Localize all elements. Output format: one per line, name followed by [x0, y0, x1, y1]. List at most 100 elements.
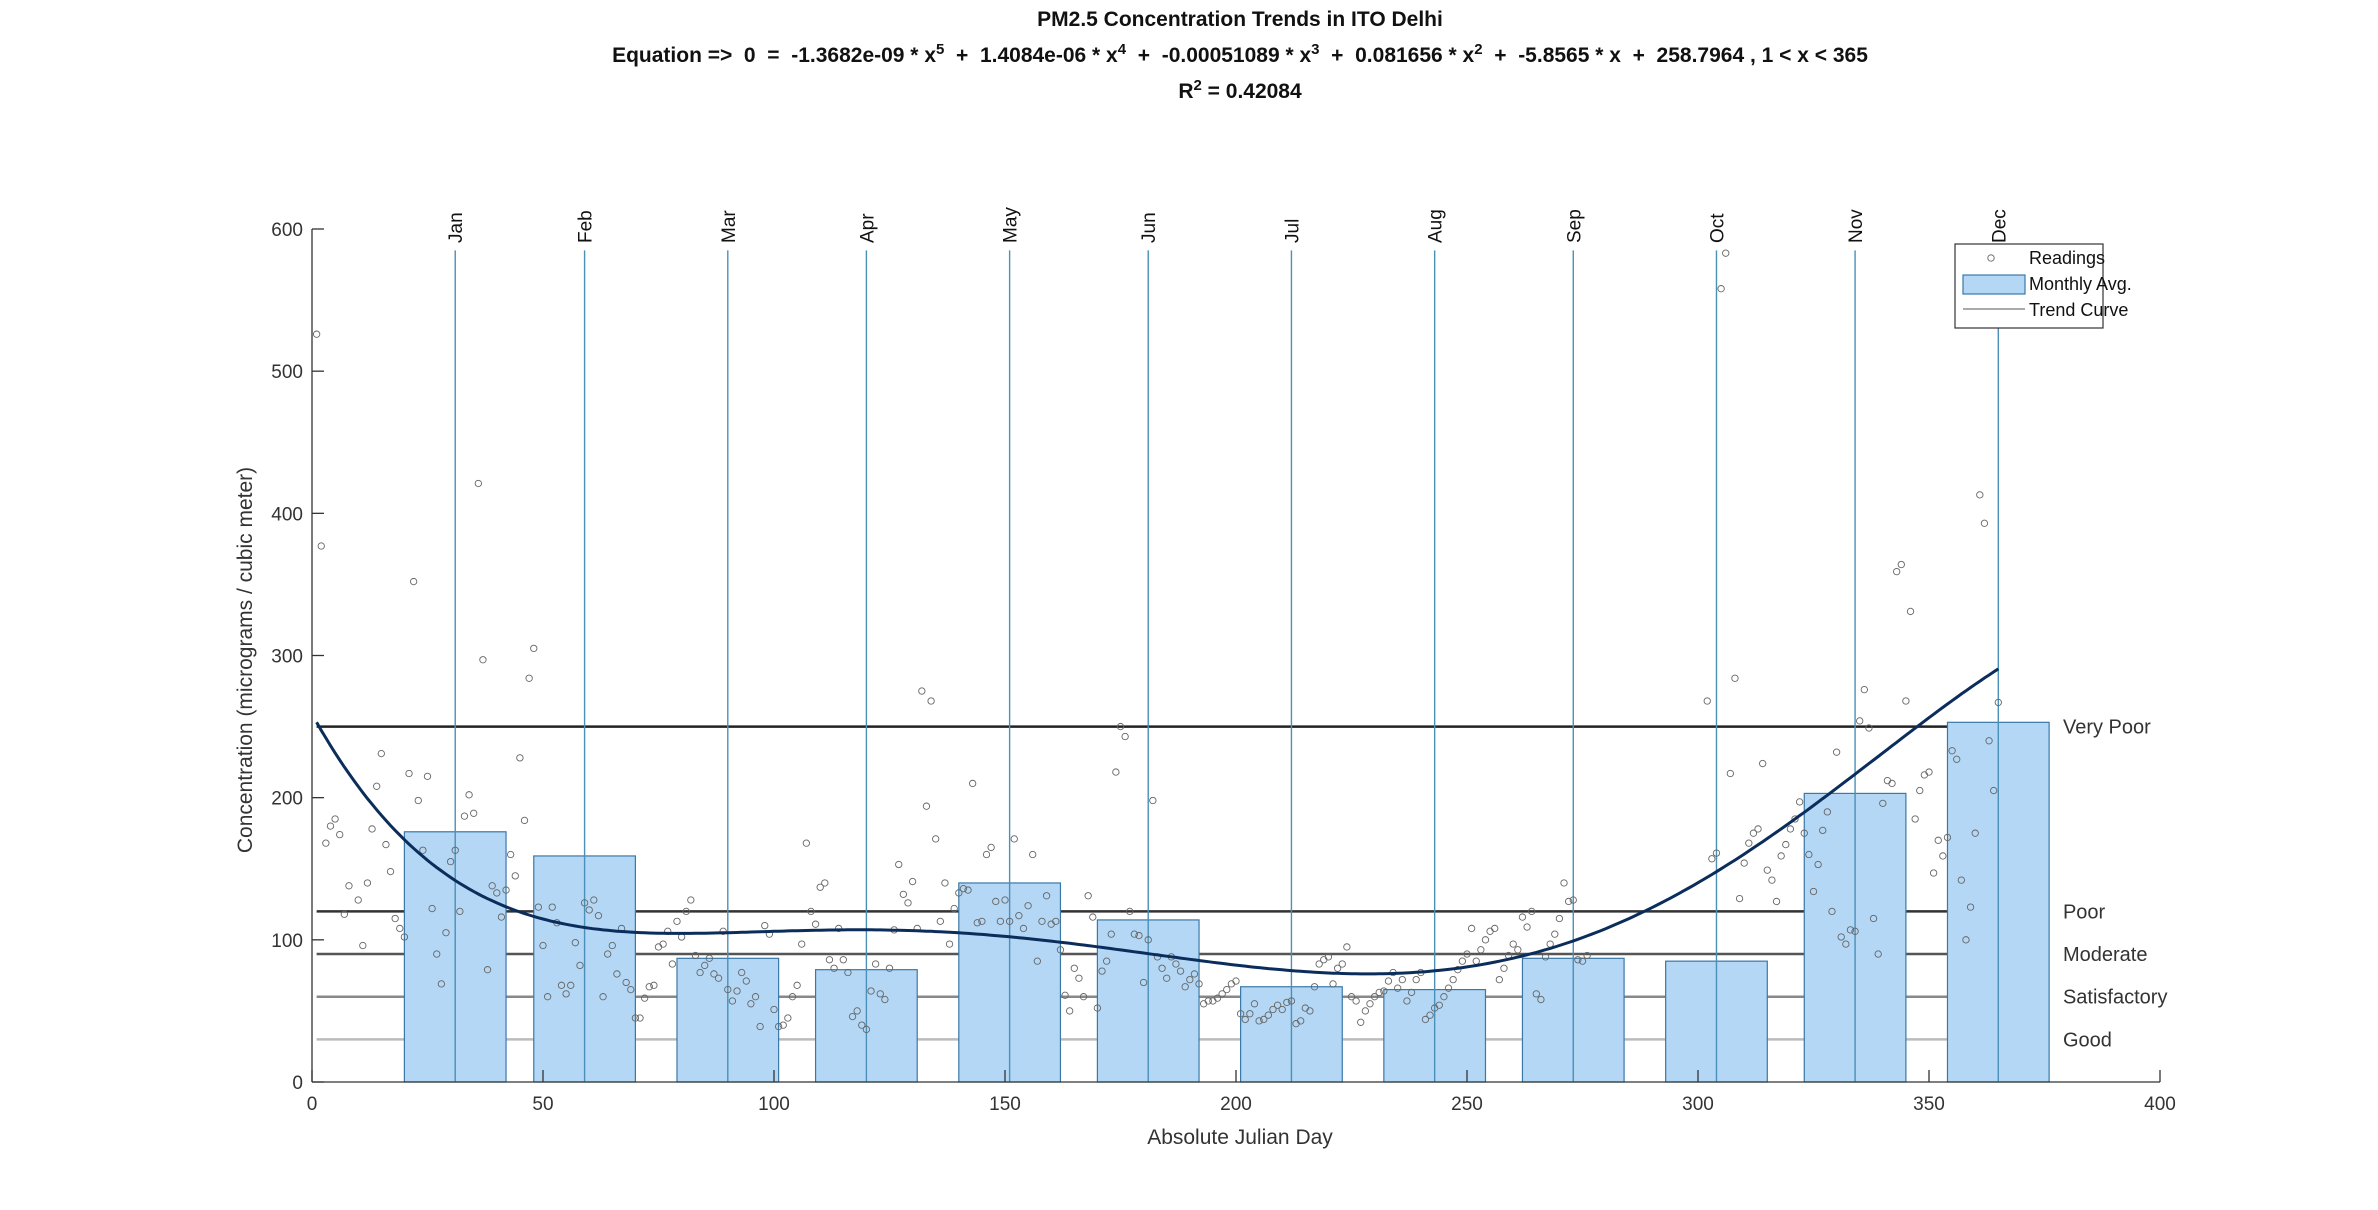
reading-point [839, 956, 847, 964]
reading-point [728, 997, 737, 1005]
trend-curve-group [315, 667, 2000, 976]
reading-point [1555, 914, 1564, 923]
legend-entry: Monthly Avg. [2029, 274, 2132, 294]
reading-point [724, 985, 732, 994]
reading-point [853, 1007, 861, 1015]
reading-point [502, 886, 510, 894]
chart-title: PM2.5 Concentration Trends in ITO Delhi [1037, 8, 1443, 31]
reading-point [442, 929, 450, 937]
category-label: Moderate [2063, 944, 2148, 966]
reading-point [1749, 829, 1758, 837]
reading-point [1463, 950, 1471, 958]
reading-point [1255, 1017, 1263, 1025]
reading-point [1486, 927, 1494, 935]
reading-point [1893, 567, 1901, 576]
reading-point [770, 1005, 778, 1014]
reading-point [738, 968, 746, 977]
reading-point [1916, 786, 1924, 795]
reading-point [1491, 924, 1499, 933]
month-label: Mar [719, 210, 740, 243]
reading-point [1278, 1005, 1286, 1014]
reading-point [982, 850, 991, 859]
reading-point [479, 656, 487, 664]
reading-point [1541, 953, 1550, 961]
reading-point [1089, 913, 1097, 921]
reading-point [1763, 866, 1771, 874]
reading-point [659, 940, 667, 948]
reading-point [497, 913, 506, 921]
readings-points [312, 249, 2002, 1034]
reading-point [1181, 983, 1189, 991]
reading-point [451, 846, 459, 854]
reading-point [1477, 946, 1485, 954]
reading-point [742, 977, 750, 985]
reading-point [1805, 850, 1813, 859]
reading-point [784, 1014, 792, 1022]
reading-point [608, 941, 616, 950]
reading-point [992, 897, 1000, 906]
reading-point [1394, 984, 1402, 992]
reading-point [548, 903, 556, 911]
reading-point [1865, 724, 1873, 732]
reading-point [1948, 747, 1956, 755]
reading-point [1320, 956, 1328, 964]
reading-point [1116, 722, 1125, 731]
reading-point [1269, 1005, 1277, 1014]
reading-point [1481, 936, 1490, 944]
reading-point [1098, 967, 1106, 975]
reading-point [562, 990, 570, 998]
reading-point [1828, 907, 1836, 916]
reading-point [844, 968, 852, 977]
reading-point [1375, 988, 1383, 997]
reading-point [1920, 771, 1929, 779]
reading-point [1754, 825, 1762, 833]
reading-point [345, 882, 353, 890]
reading-point [1273, 1001, 1282, 1009]
reading-point [950, 904, 958, 913]
reading-point [1911, 815, 1919, 823]
reading-point [1985, 737, 1993, 745]
reading-point [1338, 960, 1346, 968]
legend: Readings Monthly Avg. Trend Curve [1954, 243, 2132, 329]
reading-point [557, 981, 566, 989]
reading-point [391, 914, 399, 923]
reading-point [1809, 887, 1818, 896]
reading-point [821, 879, 829, 887]
reading-point [1209, 997, 1217, 1005]
reading-point [908, 877, 917, 886]
reading-point [696, 968, 704, 977]
legend-entry: Trend Curve [2029, 300, 2128, 320]
reading-point [336, 830, 344, 839]
reading-point [1980, 519, 1989, 527]
reading-point [613, 970, 621, 978]
reading-point [507, 850, 515, 859]
reading-point [1310, 983, 1319, 991]
reading-point [1786, 825, 1795, 833]
reading-point [1731, 674, 1739, 682]
reading-point [1953, 755, 1961, 763]
reading-point [474, 479, 482, 488]
reading-point [483, 966, 492, 974]
reading-point [1001, 896, 1009, 904]
reading-point [340, 910, 348, 918]
reading-point [1532, 990, 1540, 998]
reading-point [604, 950, 612, 958]
legend-bar-swatch [1962, 274, 2026, 295]
axes: 0 50 100 150 200 250 300 350 400 0 100 200 300 400 500… [271, 220, 2176, 1115]
reading-point [1957, 876, 1965, 884]
reading-point [1846, 926, 1855, 934]
reading-point [1204, 997, 1212, 1005]
reading-point [1195, 980, 1203, 988]
reading-point [1384, 977, 1393, 985]
category-label: Poor [2063, 901, 2106, 923]
monthly-avg-bars [403, 721, 2050, 1083]
reading-point [1061, 991, 1069, 999]
reading-point [1084, 892, 1092, 900]
reading-point [1398, 975, 1406, 984]
reading-point [1107, 930, 1115, 938]
reading-point [798, 940, 806, 948]
reading-point [428, 904, 436, 913]
reading-point [862, 1025, 871, 1034]
reading-point [1218, 990, 1226, 998]
